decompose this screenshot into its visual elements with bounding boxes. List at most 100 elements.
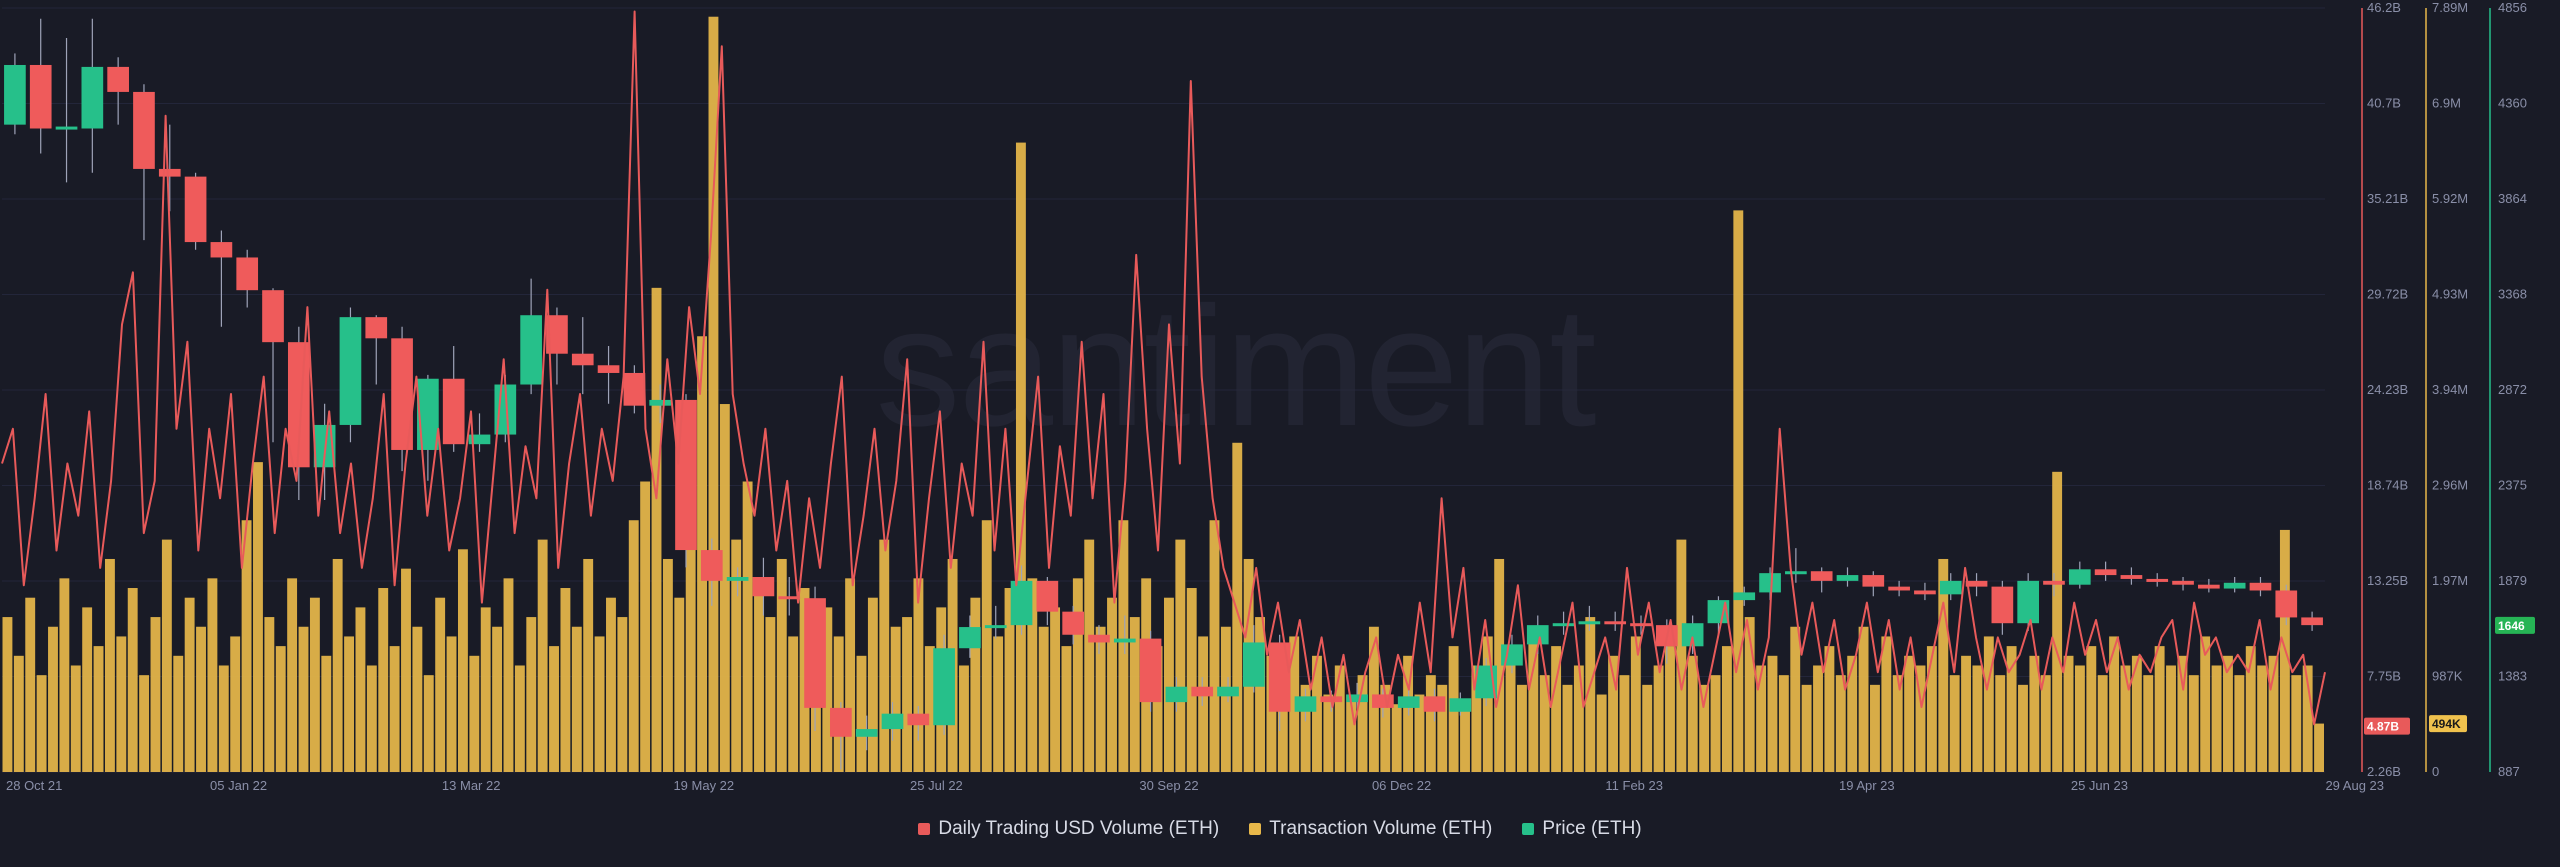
volume-bar bbox=[1471, 665, 1482, 772]
volume-bar bbox=[2200, 636, 2211, 772]
y-tick-label: 987K bbox=[2432, 669, 2463, 684]
volume-bar bbox=[2018, 684, 2028, 772]
price-candle bbox=[546, 315, 568, 354]
x-tick-label: 28 Oct 21 bbox=[6, 778, 62, 793]
price-candle bbox=[365, 317, 388, 339]
volume-bar bbox=[1050, 607, 1061, 772]
volume-bar bbox=[1015, 142, 1026, 772]
volume-bar bbox=[1300, 684, 1311, 772]
volume-bar bbox=[1186, 588, 1197, 772]
price-candle bbox=[752, 577, 775, 597]
price-candle bbox=[339, 317, 362, 425]
price-candle bbox=[2094, 569, 2117, 576]
price-candle bbox=[1888, 586, 1910, 591]
price-candle bbox=[726, 577, 749, 581]
volume-bar bbox=[298, 626, 309, 772]
price-candle bbox=[236, 257, 259, 291]
legend-swatch bbox=[918, 823, 931, 835]
y-tick-label: 2375 bbox=[2498, 478, 2527, 493]
y-tick-label: 18.74B bbox=[2367, 478, 2408, 493]
price-candle bbox=[2120, 575, 2143, 579]
volume-bar bbox=[1164, 597, 1174, 772]
volume-bar bbox=[1437, 684, 1448, 772]
volume-bar bbox=[2177, 655, 2188, 772]
volume-bar bbox=[537, 539, 548, 772]
price-candle bbox=[210, 242, 233, 258]
volume-bar bbox=[560, 588, 571, 772]
volume-bar bbox=[1004, 588, 1015, 772]
volume-bar bbox=[742, 481, 753, 772]
volume-bar bbox=[2006, 646, 2017, 772]
price-candle bbox=[1552, 623, 1575, 627]
volume-bar bbox=[1482, 636, 1493, 772]
volume-bar bbox=[1881, 636, 1892, 772]
volume-bar bbox=[1983, 636, 1994, 772]
volume-bar bbox=[1926, 646, 1937, 772]
volume-bar bbox=[1551, 646, 1562, 772]
volume-bar bbox=[1232, 442, 1243, 772]
volume-bar bbox=[2291, 675, 2302, 772]
volume-bar bbox=[2257, 665, 2268, 772]
price-candle bbox=[649, 399, 672, 406]
price-candle bbox=[81, 66, 104, 129]
volume-bar bbox=[389, 646, 400, 772]
volume-bar bbox=[1312, 655, 1322, 772]
volume-bar bbox=[731, 539, 742, 772]
volume-bar bbox=[116, 636, 127, 772]
y-tick-label: 4856 bbox=[2498, 0, 2527, 15]
volume-bar bbox=[366, 665, 377, 772]
x-tick-label: 25 Jun 23 bbox=[2071, 778, 2128, 793]
volume-bar bbox=[1198, 636, 1209, 772]
price-candle bbox=[1501, 644, 1523, 666]
price-candle bbox=[1268, 642, 1291, 712]
price-candle bbox=[1759, 573, 1781, 593]
y-tick-label: 3368 bbox=[2498, 287, 2527, 302]
volume-bar bbox=[435, 597, 446, 772]
volume-bar bbox=[1596, 694, 1607, 772]
volume-bar bbox=[708, 16, 719, 772]
volume-bar bbox=[2, 617, 13, 772]
volume-bar bbox=[184, 597, 195, 772]
x-tick-label: 11 Feb 23 bbox=[1605, 778, 1663, 793]
volume-bar bbox=[264, 617, 275, 772]
price-candle bbox=[623, 372, 646, 406]
price-candle bbox=[520, 315, 542, 385]
volume-bar bbox=[1676, 539, 1687, 772]
volume-bar bbox=[1824, 646, 1835, 772]
volume-bar bbox=[241, 520, 252, 772]
current-value-label: 4.87B bbox=[2367, 720, 2399, 734]
price-candle bbox=[2172, 580, 2194, 585]
volume-bar bbox=[1346, 694, 1357, 772]
y-tick-label: 6.9M bbox=[2432, 96, 2461, 111]
volume-bar bbox=[2040, 675, 2051, 772]
volume-bar bbox=[480, 607, 491, 772]
price-candle bbox=[1810, 571, 1833, 581]
volume-bar bbox=[1949, 675, 1960, 772]
volume-bar bbox=[48, 626, 58, 772]
price-candle bbox=[2275, 590, 2298, 618]
price-candle bbox=[1914, 590, 1936, 595]
volume-bar bbox=[2143, 675, 2154, 772]
volume-bar bbox=[833, 636, 844, 772]
volume-bar bbox=[423, 675, 434, 772]
volume-bar bbox=[1756, 665, 1767, 772]
volume-bar bbox=[1858, 626, 1869, 772]
x-tick-label: 06 Dec 22 bbox=[1372, 778, 1431, 793]
volume-bar bbox=[526, 617, 537, 772]
volume-bar bbox=[59, 578, 70, 772]
price-candle bbox=[984, 625, 1007, 629]
price-candle bbox=[1526, 625, 1549, 645]
volume-bar bbox=[583, 558, 594, 772]
legend-label: Daily Trading USD Volume (ETH) bbox=[938, 818, 1220, 839]
y-tick-label: 13.25B bbox=[2367, 573, 2408, 588]
legend-item[interactable]: Price (ETH) bbox=[1522, 818, 1642, 840]
volume-bar bbox=[1027, 578, 1038, 772]
volume-bar bbox=[1699, 684, 1710, 772]
volume-bar bbox=[1061, 646, 1072, 772]
legend-item[interactable]: Transaction Volume (ETH) bbox=[1249, 818, 1492, 840]
volume-bar bbox=[492, 626, 503, 772]
volume-bar bbox=[1835, 675, 1846, 772]
legend-item[interactable]: Daily Trading USD Volume (ETH) bbox=[918, 818, 1219, 840]
price-candle bbox=[133, 91, 155, 169]
volume-bar bbox=[2166, 665, 2176, 772]
